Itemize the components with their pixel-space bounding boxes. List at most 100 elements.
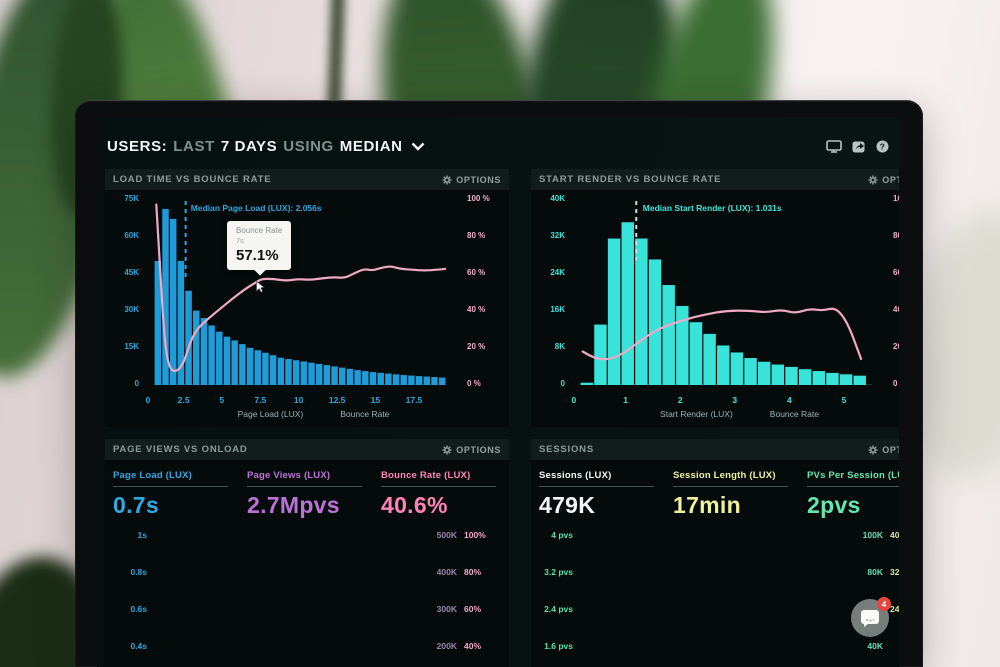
tick: 40 min bbox=[890, 530, 899, 540]
tick: 12.5 bbox=[328, 395, 346, 405]
tick: 40 % bbox=[467, 305, 486, 314]
tooltip-title: Bounce Rate bbox=[236, 226, 283, 235]
chat-bubble-icon bbox=[861, 609, 879, 627]
tick: 10 bbox=[293, 395, 304, 405]
sessions-y-axis: 4 pvs 3.2 pvs 2.4 pvs 1.6 pvs bbox=[539, 527, 575, 667]
share-icon[interactable] bbox=[852, 140, 866, 153]
page-views-chart bbox=[156, 527, 422, 667]
legend-label: Bounce Rate bbox=[769, 409, 819, 419]
start-render-legend: Start Render (LUX) Bounce Rate bbox=[537, 409, 899, 419]
panel-page-views-title: PAGE VIEWS VS ONLOAD bbox=[113, 444, 248, 455]
tick: 60% bbox=[464, 604, 482, 614]
load-time-options-button[interactable]: OPTIONS bbox=[442, 175, 501, 185]
titlebar-last: LAST bbox=[173, 137, 215, 155]
start-render-bars bbox=[580, 222, 866, 385]
intercom-chat-button[interactable]: 4 bbox=[851, 597, 891, 637]
panel-sessions-title: SESSIONS bbox=[539, 444, 594, 455]
metric-pvs-per-session: PVs Per Session (LUX) 2pvs bbox=[807, 470, 899, 519]
page-views-options-button[interactable]: OPTIONS bbox=[442, 445, 501, 455]
load-time-pct-axis: 100 % 80 % 60 % 40 % 20 % 0 % bbox=[461, 194, 503, 388]
metric-page-load: Page Load (LUX) 0.7s bbox=[113, 470, 233, 519]
gear-icon bbox=[442, 175, 452, 184]
tick: 80 % bbox=[893, 231, 899, 240]
titlebar-using: USING bbox=[283, 137, 334, 155]
start-render-plot-svg bbox=[580, 201, 872, 385]
legend-bounce-rate[interactable]: Bounce Rate bbox=[753, 409, 819, 419]
panel-page-views: PAGE VIEWS VS ONLOAD OPTIONS Page Load (… bbox=[105, 439, 509, 667]
metric-value: 0.7s bbox=[113, 492, 159, 518]
load-time-bounce-line bbox=[155, 203, 446, 373]
tick: 0 bbox=[145, 395, 151, 405]
metric-value: 479K bbox=[539, 492, 596, 518]
start-render-pct-axis: 100 % 80 % 60 % 40 % 20 % 0 % bbox=[887, 194, 899, 388]
tick: 16K bbox=[550, 305, 565, 314]
tick: 17.5 bbox=[405, 395, 423, 405]
tick: 200K bbox=[436, 641, 457, 651]
start-render-options-button[interactable]: OPTIONS bbox=[868, 175, 899, 185]
tick: 40% bbox=[464, 641, 482, 651]
metric-value: 17min bbox=[673, 492, 741, 518]
tick: 2 bbox=[677, 395, 683, 405]
laptop-bezel: USERS: LAST 7 DAYS USING MEDIAN ? bbox=[75, 100, 923, 667]
tick: 0.6s bbox=[130, 604, 147, 614]
sessions-chart bbox=[582, 527, 848, 667]
page-views-metrics: Page Load (LUX) 0.7s Page Views (LUX) 2.… bbox=[113, 470, 501, 519]
gear-icon bbox=[868, 445, 878, 454]
chevron-down-icon[interactable] bbox=[411, 138, 425, 155]
tooltip-value: 57.1% bbox=[236, 247, 279, 264]
panel-load-time: LOAD TIME VS BOUNCE RATE OPTIONS 75K 60K… bbox=[105, 169, 509, 427]
help-icon[interactable]: ? bbox=[876, 140, 889, 153]
legend-label: Bounce Rate bbox=[340, 409, 390, 419]
tick: 24 min bbox=[890, 604, 899, 614]
options-label: OPTIONS bbox=[882, 444, 899, 455]
tick: 0 % bbox=[893, 379, 899, 388]
tick: 80% bbox=[464, 567, 482, 577]
legend-page-load[interactable]: Page Load (LUX) bbox=[225, 409, 304, 419]
metric-label: PVs Per Session (LUX) bbox=[807, 470, 899, 481]
tick: 2.4 pvs bbox=[544, 604, 573, 614]
page-views-y-axis: 1s 0.8s 0.6s 0.4s bbox=[113, 527, 149, 667]
start-render-x-axis: 0 1 2 3 4 5 bbox=[571, 393, 863, 406]
legend-label: Page Load (LUX) bbox=[237, 409, 304, 419]
metric-label: Bounce Rate (LUX) bbox=[381, 470, 471, 481]
metric-label: Page Views (LUX) bbox=[247, 470, 331, 481]
mouse-cursor-icon bbox=[256, 280, 265, 293]
start-render-chart: Median Start Render (LUX): 1.031s bbox=[580, 199, 872, 385]
panel-sessions: SESSIONS OPTIONS Sessions (LUX) 479K bbox=[531, 439, 899, 667]
median-annotation: Median Page Load (LUX): 2.056s bbox=[190, 203, 322, 213]
titlebar-days: 7 DAYS bbox=[220, 137, 278, 155]
panel-start-render-title: START RENDER VS BOUNCE RATE bbox=[539, 174, 722, 185]
tick: 60 % bbox=[467, 268, 486, 277]
tick: 1s bbox=[137, 530, 147, 540]
tick: 20 % bbox=[893, 342, 899, 351]
display-icon[interactable] bbox=[826, 139, 842, 153]
legend-start-render[interactable]: Start Render (LUX) bbox=[647, 409, 733, 419]
titlebar-median: MEDIAN bbox=[339, 137, 403, 155]
panel-load-time-title: LOAD TIME VS BOUNCE RATE bbox=[113, 174, 272, 185]
tick: 40 % bbox=[893, 305, 899, 314]
tick: 0.8s bbox=[130, 567, 147, 577]
tooltip-time: 7s bbox=[236, 236, 244, 245]
dashboard-screen: USERS: LAST 7 DAYS USING MEDIAN ? bbox=[97, 117, 899, 667]
legend-bounce-rate[interactable]: Bounce Rate bbox=[323, 409, 389, 419]
tick: 4 pvs bbox=[551, 530, 573, 540]
tick: 7.5 bbox=[254, 395, 267, 405]
metric-label: Page Load (LUX) bbox=[113, 470, 193, 481]
tick: 40K bbox=[867, 641, 883, 651]
tick: 5 bbox=[841, 395, 847, 405]
metric-bounce-rate: Bounce Rate (LUX) 40.6% bbox=[381, 470, 501, 519]
tick: 5 bbox=[219, 395, 225, 405]
start-render-y-axis: 40K 32K 24K 16K 8K 0 bbox=[537, 194, 565, 388]
tick: 20 % bbox=[467, 342, 486, 351]
tick: 1.6 pvs bbox=[544, 641, 573, 651]
tick: 40K bbox=[550, 194, 565, 203]
tick: 500K bbox=[436, 530, 457, 540]
load-time-chart: Median Page Load (LUX): 2.056s Bounce Ra… bbox=[154, 199, 446, 385]
legend-label: Start Render (LUX) bbox=[660, 409, 733, 419]
tick: 3.2 pvs bbox=[544, 567, 573, 577]
notification-badge: 4 bbox=[877, 597, 891, 611]
sessions-options-button[interactable]: OPTIONS bbox=[868, 445, 899, 455]
tick: 32K bbox=[550, 231, 565, 240]
tick: 0.4s bbox=[130, 641, 147, 651]
